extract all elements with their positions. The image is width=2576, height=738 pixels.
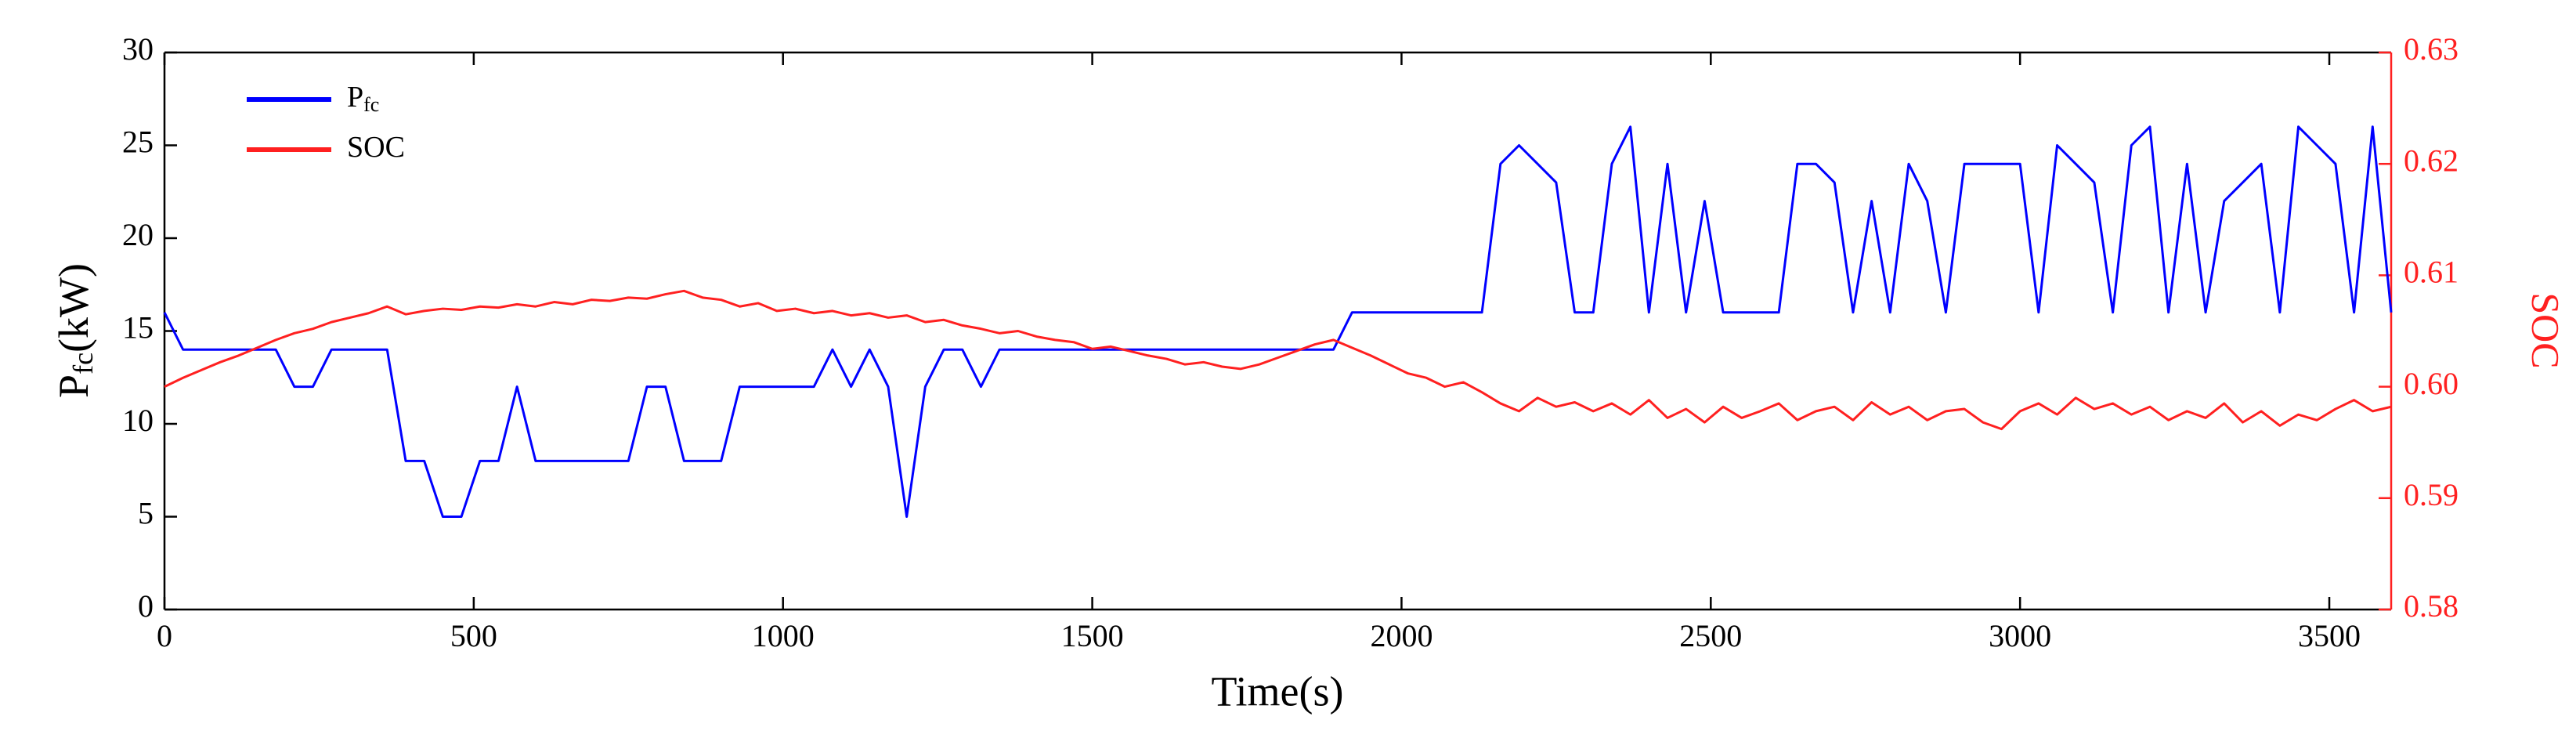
x-tick-label: 2500: [1679, 618, 1742, 653]
legend-label-main: SOC: [347, 131, 405, 164]
x-tick-label: 0: [157, 618, 172, 653]
x-tick-label: 3500: [2298, 618, 2361, 653]
y-tick-label: 0: [138, 588, 154, 624]
legend-label-main: P: [347, 81, 363, 114]
x-tick-label: 3000: [1989, 618, 2051, 653]
x-tick-label: 500: [450, 618, 497, 653]
y-axis-label-main: P: [50, 374, 97, 398]
y2-tick-label: 0.60: [2404, 366, 2459, 401]
x-tick-label: 1500: [1061, 618, 1124, 653]
y2-tick-label: 0.62: [2404, 143, 2459, 178]
y-tick-label: 30: [122, 31, 154, 67]
legend-label: Pfc: [347, 81, 379, 116]
y2-axis-label: SOC: [2524, 292, 2568, 368]
x-tick-label: 1000: [752, 618, 815, 653]
x-tick-label: 2000: [1370, 618, 1433, 653]
y-tick-label: 20: [122, 217, 154, 252]
legend-label-sub: fc: [363, 93, 379, 116]
y2-tick-label: 0.61: [2404, 255, 2459, 290]
y-tick-label: 25: [122, 125, 154, 160]
series-line: [164, 289, 2392, 431]
y-tick-label: 5: [138, 496, 154, 531]
y2-tick-label: 0.59: [2404, 477, 2459, 512]
y-tick-label: 10: [122, 403, 154, 438]
y-axis-label-sub: fc: [67, 353, 99, 374]
y2-tick-label: 0.63: [2404, 31, 2459, 67]
x-axis-label: Time(s): [1211, 667, 1343, 714]
legend-label: SOC: [347, 131, 405, 164]
y-tick-label: 15: [122, 310, 154, 345]
y-axis-label: Pfc(kW): [50, 263, 99, 398]
series-line: [163, 125, 2393, 518]
y-axis-label-unit: (kW): [50, 263, 97, 353]
y2-tick-label: 0.58: [2404, 588, 2459, 624]
